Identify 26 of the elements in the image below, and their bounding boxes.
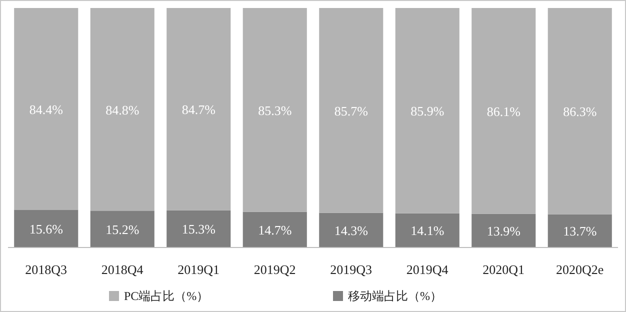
data-label: 15.2% (106, 222, 140, 237)
data-label: 13.9% (486, 223, 521, 238)
data-label: 86.1% (486, 104, 521, 119)
data-label: 13.7% (563, 224, 597, 239)
x-tick-label: 2020Q2e (556, 262, 604, 277)
x-tick-label: 2019Q2 (254, 262, 296, 277)
data-label: 15.6% (29, 221, 64, 236)
data-label: 84.8% (106, 102, 140, 118)
data-label: 85.9% (410, 104, 444, 119)
data-label: 85.3% (258, 102, 292, 118)
x-tick-label: 2018Q3 (25, 262, 68, 277)
data-label: 85.7% (334, 103, 368, 118)
data-label: 84.7% (182, 102, 216, 118)
data-label: 14.3% (334, 222, 368, 238)
data-label: 84.4% (29, 102, 64, 117)
x-tick-label: 2019Q4 (406, 262, 449, 277)
legend-item: 移动端占比（%） (333, 289, 442, 303)
data-label: 15.3% (182, 222, 216, 237)
data-label: 14.1% (410, 223, 444, 238)
x-tick-label: 2019Q1 (178, 262, 220, 277)
data-label: 14.7% (258, 222, 292, 238)
data-label: 86.3% (563, 104, 597, 120)
x-tick-label: 2018Q4 (101, 262, 144, 277)
x-tick-label: 2020Q1 (482, 262, 525, 277)
legend-item: PC端占比（%） (109, 289, 209, 303)
x-tick-label: 2019Q3 (330, 262, 372, 277)
